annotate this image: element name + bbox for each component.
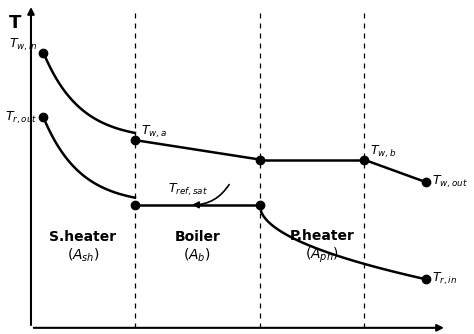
- Text: P.heater
$(A_{ph})$: P.heater $(A_{ph})$: [290, 229, 355, 265]
- Text: $T_{w,b}$: $T_{w,b}$: [370, 143, 396, 160]
- Text: $T_{w,in}$: $T_{w,in}$: [9, 36, 37, 53]
- Text: $\bf{T}$: $\bf{T}$: [9, 14, 23, 32]
- Text: $T_{ref,sat}$: $T_{ref,sat}$: [168, 182, 208, 198]
- Text: $T_{w,out}$: $T_{w,out}$: [432, 174, 468, 190]
- Text: $T_{w,a}$: $T_{w,a}$: [141, 124, 167, 140]
- Text: $T_{r,out}$: $T_{r,out}$: [5, 109, 37, 126]
- Text: $T_{r,in}$: $T_{r,in}$: [432, 271, 457, 288]
- Text: Boiler
$(A_b)$: Boiler $(A_b)$: [174, 230, 220, 264]
- Text: S.heater
$(A_{sh})$: S.heater $(A_{sh})$: [49, 230, 117, 264]
